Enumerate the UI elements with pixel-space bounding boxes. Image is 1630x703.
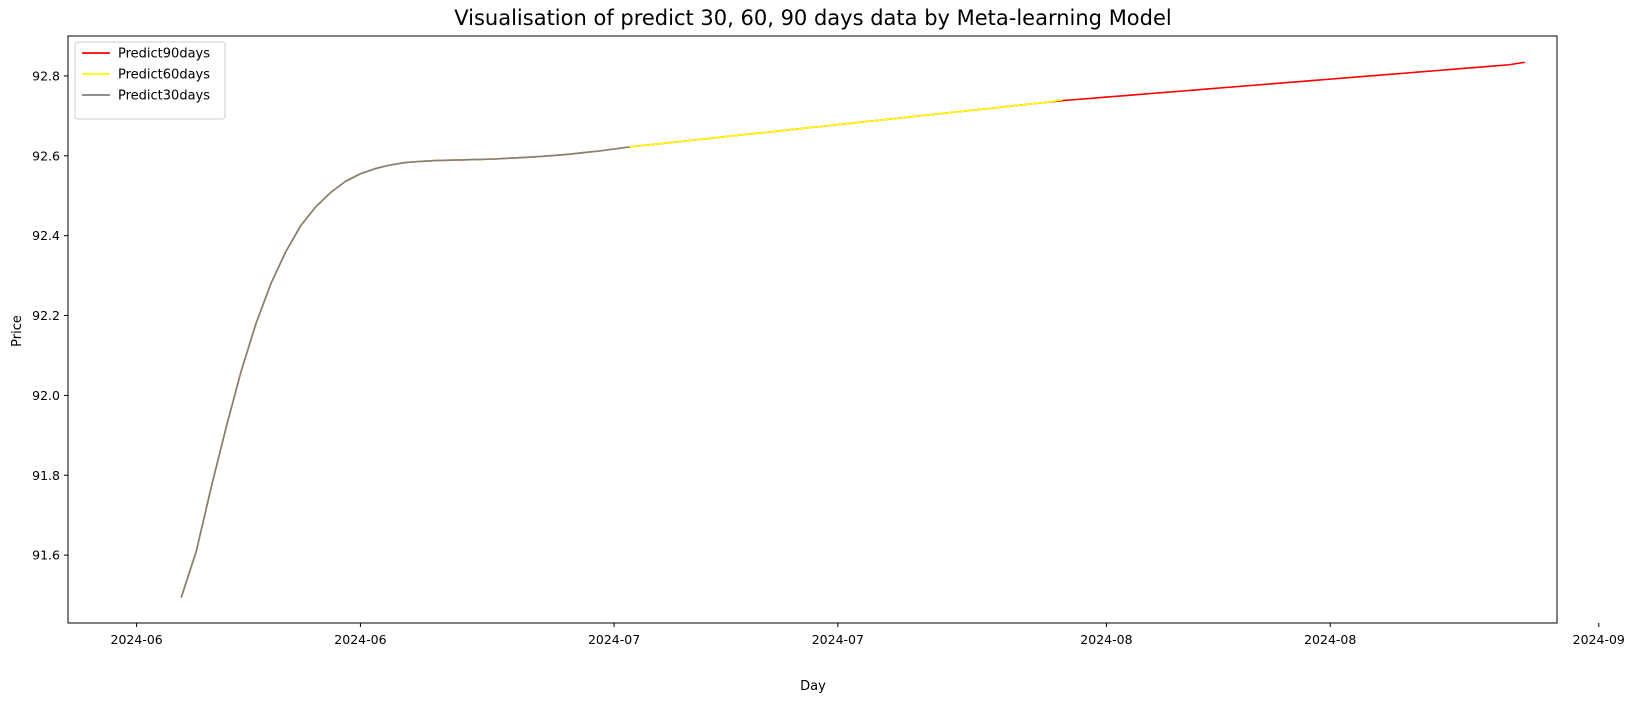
x-axis-label: Day bbox=[800, 679, 826, 694]
chart-title: Visualisation of predict 30, 60, 90 days… bbox=[454, 6, 1172, 30]
x-tick-label: 2024-07 bbox=[812, 632, 864, 647]
series-line-predict60days bbox=[180, 99, 1063, 598]
y-axis: 91.6 91.8 92.0 92.2 92.4 92.6 92.8 bbox=[32, 68, 68, 563]
x-tick-label: 2024-06 bbox=[334, 632, 386, 647]
series-layer bbox=[180, 61, 1525, 598]
x-tick-label: 2024-08 bbox=[1080, 632, 1132, 647]
x-tick-label: 2024-06 bbox=[111, 632, 163, 647]
y-tick-label: 91.6 bbox=[32, 548, 60, 563]
y-tick-label: 92.4 bbox=[32, 228, 60, 243]
y-tick-label: 92.8 bbox=[32, 68, 60, 83]
plot-area bbox=[67, 35, 1558, 624]
legend: Predict90days Predict60days Predict30days bbox=[74, 41, 226, 120]
x-tick-label: 2024-08 bbox=[1304, 632, 1356, 647]
y-tick-label: 91.8 bbox=[32, 468, 60, 483]
y-tick-label: 92.0 bbox=[32, 388, 60, 403]
x-tick-label: 2024-09 bbox=[1573, 632, 1625, 647]
x-tick-label: 2024-07 bbox=[588, 632, 640, 647]
legend-label: Predict90days bbox=[118, 47, 210, 62]
y-axis-label: Price bbox=[10, 315, 25, 347]
legend-label: Predict60days bbox=[118, 68, 210, 83]
y-tick-label: 92.6 bbox=[32, 148, 60, 163]
y-tick-label: 92.2 bbox=[32, 308, 60, 323]
legend-label: Predict30days bbox=[118, 89, 210, 104]
legend-box bbox=[74, 41, 226, 120]
x-axis: 2024-06 2024-06 2024-07 2024-07 2024-08 2024-… bbox=[111, 623, 1625, 647]
series-line-predict90days bbox=[180, 61, 1525, 598]
series-line-predict30days bbox=[180, 146, 630, 598]
